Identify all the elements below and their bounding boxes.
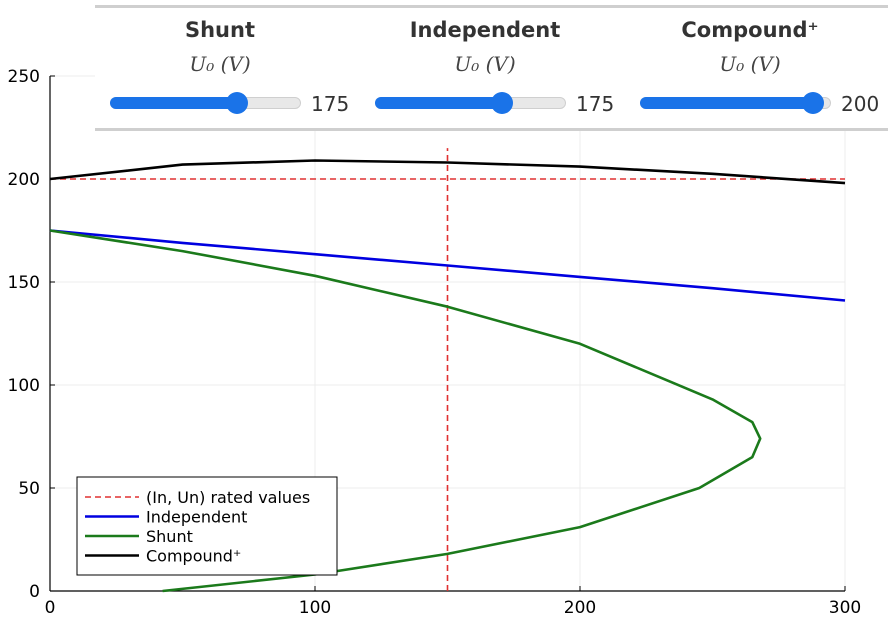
independent-line [49,229,846,302]
independent-slider[interactable] [375,92,566,114]
compound-value: 200 [841,92,880,116]
compound-slider[interactable] [640,92,831,114]
y-tick-label: 200 [8,170,40,190]
shunt-control: Shunt U₀ (V) 175 [95,8,349,128]
independent-slider-fill [375,97,502,109]
x-tick-label: 300 [829,598,861,618]
shunt-title: Shunt [184,18,255,42]
legend [76,476,338,576]
controls-panel: Shunt U₀ (V) 175 Independent U₀ (V) 175 … [95,5,888,131]
compound-slider-fill [640,97,812,109]
independent-slider-thumb[interactable] [491,92,514,114]
shunt-value: 175 [311,92,350,116]
independent-control: Independent U₀ (V) 175 [360,8,614,128]
legend-entry: Compound⁺ [146,547,241,566]
compound-slider-thumb[interactable] [801,92,824,114]
legend-entry: (In, Un) rated values [146,488,310,507]
shunt-line [49,229,762,593]
compound-title: Compound⁺ [681,18,819,42]
independent-title: Independent [409,18,561,42]
legend-entry: Independent [146,508,247,527]
x-tick-label: 100 [299,598,331,618]
shunt-slider-fill [110,97,237,109]
y-tick-label: 100 [8,376,40,396]
legend-entry: Shunt [146,527,193,546]
y-tick-label: 50 [18,479,40,499]
x-tick-label: 200 [564,598,596,618]
y-tick-label: 150 [8,273,40,293]
shunt-slider[interactable] [110,92,301,114]
compound-control: Compound⁺ U₀ (V) 200 [625,8,879,128]
x-tick-label: 0 [45,598,56,618]
y-tick-label: 0 [29,582,40,602]
independent-value: 175 [576,92,615,116]
compound-param-label: U₀ (V) [719,52,781,76]
y-tick-label: 250 [8,67,40,87]
independent-param-label: U₀ (V) [454,52,516,76]
compound-line [49,159,846,185]
shunt-slider-thumb[interactable] [226,92,249,114]
shunt-param-label: U₀ (V) [189,52,251,76]
